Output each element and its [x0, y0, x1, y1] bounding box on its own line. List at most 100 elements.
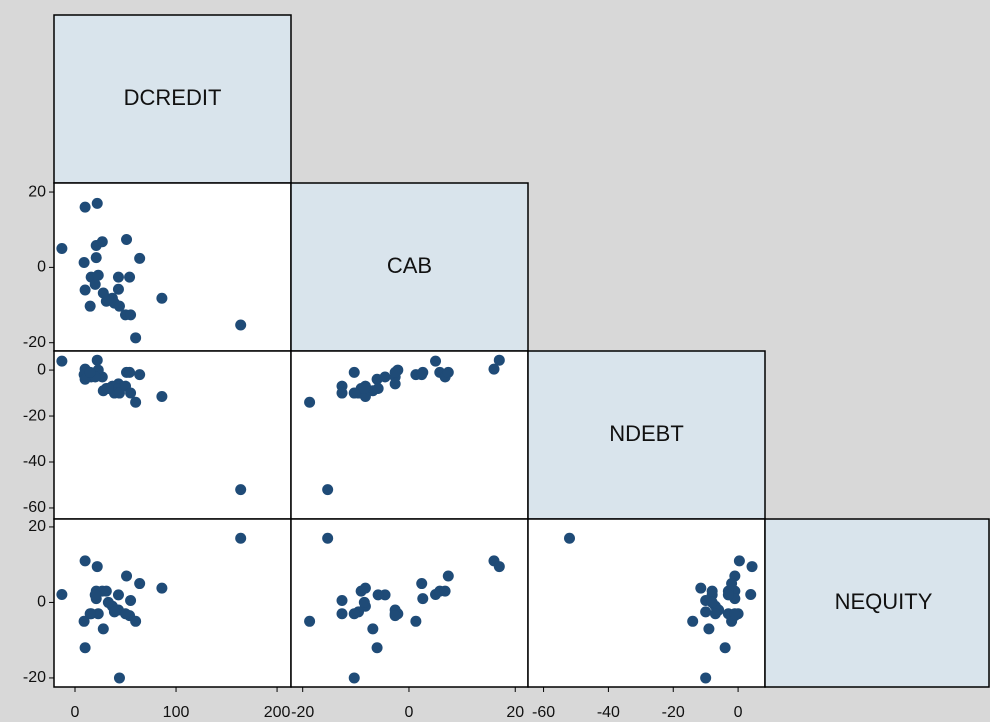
- point: [156, 292, 168, 304]
- x-tick-label: 200: [264, 704, 291, 721]
- point: [235, 484, 247, 496]
- variable-label: CAB: [387, 253, 432, 278]
- point: [56, 589, 68, 601]
- y-tick-label: 20: [28, 518, 46, 535]
- point: [389, 366, 401, 378]
- point: [687, 615, 699, 627]
- point: [108, 606, 120, 618]
- point: [733, 555, 745, 567]
- point: [729, 608, 741, 620]
- scatter-panel: [527, 518, 766, 688]
- point: [156, 391, 168, 403]
- variable-label: NDEBT: [609, 421, 684, 446]
- point: [113, 672, 125, 684]
- x-tick-label: 20: [506, 704, 524, 721]
- point: [719, 642, 731, 654]
- point: [709, 608, 721, 620]
- point: [112, 271, 124, 283]
- point: [79, 201, 91, 213]
- scatter-panel: [53, 518, 292, 688]
- point: [124, 366, 136, 378]
- y-tick-label: -60: [23, 499, 46, 516]
- point: [134, 369, 146, 381]
- point: [100, 585, 112, 597]
- x-tick-label: 0: [734, 704, 743, 721]
- point: [389, 610, 401, 622]
- point: [97, 623, 109, 635]
- point: [124, 271, 136, 283]
- x-tick-label: 100: [163, 704, 190, 721]
- point: [372, 382, 384, 394]
- x-tick-label: -40: [597, 704, 620, 721]
- point: [322, 484, 334, 496]
- point: [96, 236, 108, 248]
- point: [235, 319, 247, 331]
- x-tick-label: -20: [662, 704, 685, 721]
- point: [336, 387, 348, 399]
- point: [348, 608, 360, 620]
- point: [120, 608, 132, 620]
- point: [493, 561, 505, 573]
- point: [358, 596, 370, 608]
- y-tick-label: -40: [23, 453, 46, 470]
- point: [439, 585, 451, 597]
- point: [442, 366, 454, 378]
- point: [700, 606, 712, 618]
- point: [121, 234, 133, 246]
- point: [130, 396, 142, 408]
- y-tick-label: -20: [23, 407, 46, 424]
- point: [417, 366, 429, 378]
- point: [90, 252, 102, 264]
- point: [56, 243, 68, 255]
- point: [706, 585, 718, 597]
- point: [722, 589, 734, 601]
- x-tick-label: 0: [71, 704, 80, 721]
- point: [134, 252, 146, 264]
- point: [358, 382, 370, 394]
- scatter-panel: [290, 518, 529, 688]
- diagonal-cell: [53, 14, 292, 184]
- point: [322, 532, 334, 544]
- point: [235, 532, 247, 544]
- point: [125, 309, 137, 321]
- point: [84, 608, 96, 620]
- point: [706, 596, 718, 608]
- point: [703, 623, 715, 635]
- y-tick-label: 0: [37, 259, 46, 276]
- point: [79, 642, 91, 654]
- point: [371, 642, 383, 654]
- point: [92, 269, 104, 281]
- point: [410, 615, 422, 627]
- x-tick-label: 0: [405, 704, 414, 721]
- point: [746, 561, 758, 573]
- point: [84, 300, 96, 312]
- point: [112, 589, 124, 601]
- point: [304, 396, 316, 408]
- point: [102, 293, 114, 305]
- point: [348, 387, 360, 399]
- point: [563, 532, 575, 544]
- variable-label: NEQUITY: [835, 589, 933, 614]
- point: [442, 570, 454, 582]
- point: [348, 366, 360, 378]
- point: [125, 595, 137, 607]
- point: [112, 283, 124, 295]
- point: [304, 615, 316, 627]
- point: [121, 570, 133, 582]
- point: [726, 578, 738, 590]
- point: [156, 582, 168, 594]
- point: [416, 578, 428, 590]
- point: [745, 589, 757, 601]
- point: [367, 623, 379, 635]
- point: [78, 256, 90, 268]
- point: [336, 608, 348, 620]
- y-tick-label: 0: [37, 594, 46, 611]
- point: [78, 615, 90, 627]
- point: [130, 615, 142, 627]
- point: [493, 354, 505, 366]
- point: [79, 555, 91, 567]
- point: [79, 284, 91, 296]
- point: [700, 672, 712, 684]
